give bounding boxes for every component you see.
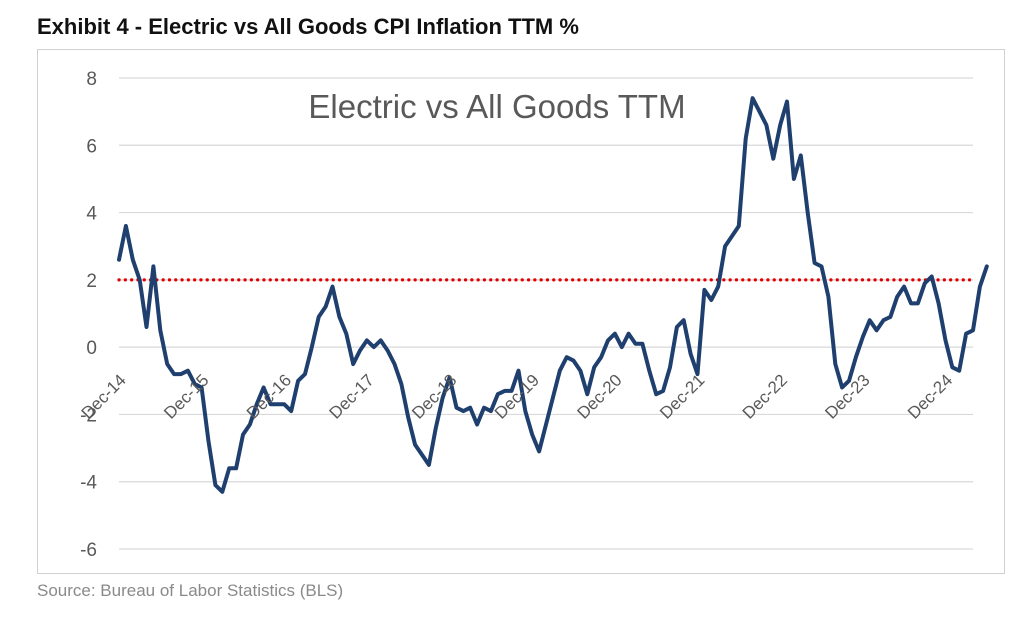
- source-note: Source: Bureau of Labor Statistics (BLS): [37, 581, 344, 600]
- y-tick-label: -4: [80, 473, 97, 494]
- chart-frame: [37, 49, 1005, 574]
- y-tick-label: 4: [86, 204, 97, 225]
- y-tick-label: 2: [86, 271, 97, 292]
- y-tick-label: 0: [86, 338, 97, 359]
- y-tick-label: -2: [80, 405, 97, 426]
- y-tick-label: 6: [86, 136, 97, 157]
- y-tick-label: 8: [86, 69, 97, 90]
- y-tick-label: -6: [80, 540, 97, 561]
- series-line: [117, 96, 989, 494]
- exhibit-title: Exhibit 4 - Electric vs All Goods CPI In…: [37, 14, 579, 39]
- chart-title: Electric vs All Goods TTM: [308, 88, 685, 125]
